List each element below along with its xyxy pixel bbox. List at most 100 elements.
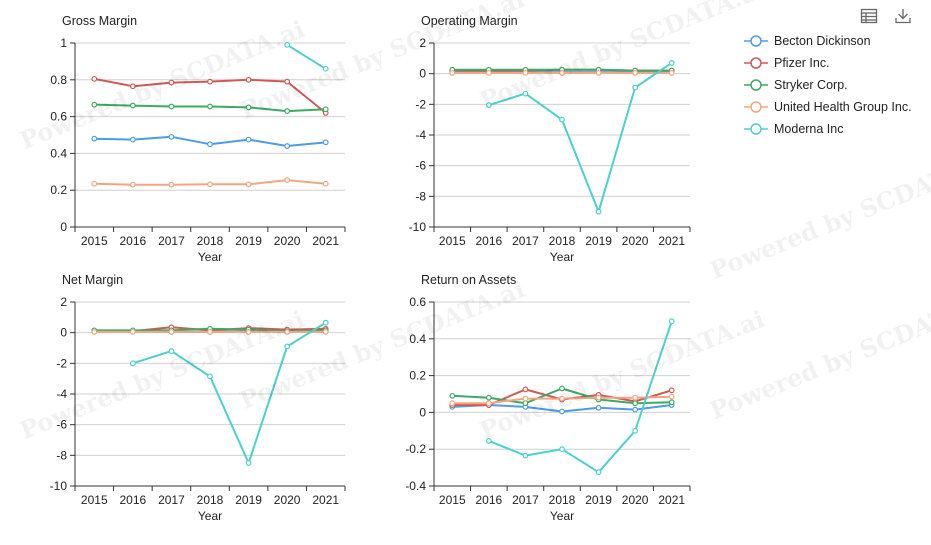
data-point xyxy=(91,180,98,187)
legend-label: Becton Dickinson xyxy=(774,34,871,48)
data-point xyxy=(245,136,252,143)
series-becton-dickinson xyxy=(91,133,329,149)
x-tick-label: 2018 xyxy=(197,493,224,507)
legend-marker xyxy=(744,79,768,91)
series-moderna-inc xyxy=(485,60,675,215)
chart-panel-return-on-assets: Return on Assets -0.4 -0.2 0 0.2 0.4 0.6 2015 20… xyxy=(405,273,691,523)
data-point xyxy=(668,387,675,394)
x-tick-label: 2017 xyxy=(512,493,539,507)
y-tick-label: 0.4 xyxy=(50,146,67,160)
data-point xyxy=(129,102,136,109)
legend-item-stryker[interactable]: Stryker Corp. xyxy=(744,74,912,96)
y-tick-label: -6 xyxy=(56,418,67,432)
x-tick-label: 2016 xyxy=(476,234,503,248)
data-point xyxy=(485,69,492,76)
download-icon[interactable] xyxy=(892,6,914,26)
data-point xyxy=(522,400,529,407)
data-point xyxy=(129,329,136,335)
legend-item-united-health[interactable]: United Health Group Inc. xyxy=(744,96,912,118)
y-tick-label: 0 xyxy=(60,326,67,340)
table-icon[interactable] xyxy=(858,6,880,26)
y-tick-label: -10 xyxy=(409,220,427,234)
y-tick-label: 0.6 xyxy=(409,295,426,309)
series-stryker-corp xyxy=(91,101,329,114)
data-point xyxy=(595,208,602,215)
data-point xyxy=(284,177,291,183)
y-tick-label: -0.4 xyxy=(405,479,426,493)
series-united-health-group-inc xyxy=(91,329,329,335)
data-point xyxy=(207,373,213,380)
data-point xyxy=(245,460,252,466)
data-point xyxy=(168,329,175,335)
toolbar xyxy=(858,6,914,26)
data-point xyxy=(322,139,329,146)
data-point xyxy=(207,141,213,148)
data-point xyxy=(129,181,136,188)
legend-label: United Health Group Inc. xyxy=(774,100,912,114)
data-point xyxy=(129,136,136,143)
y-tick-label: -6 xyxy=(415,159,426,173)
series-stryker-corp xyxy=(449,385,675,407)
data-point xyxy=(595,404,602,411)
x-axis-label: Year xyxy=(550,509,574,523)
x-tick-label: 2016 xyxy=(120,493,147,507)
y-tick-label: 0.8 xyxy=(50,73,67,87)
x-tick-label: 2018 xyxy=(549,234,576,248)
y-tick-label: 0 xyxy=(60,220,67,234)
series-moderna-inc xyxy=(485,318,675,476)
data-point xyxy=(485,394,492,401)
x-tick-label: 2019 xyxy=(585,234,612,248)
data-point xyxy=(245,76,252,83)
chart-title: Return on Assets xyxy=(421,273,516,287)
x-tick-label: 2021 xyxy=(312,493,339,507)
legend-item-becton-dickinson[interactable]: Becton Dickinson xyxy=(744,30,912,52)
data-point xyxy=(207,329,213,335)
x-tick-label: 2015 xyxy=(81,493,108,507)
x-tick-label: 2018 xyxy=(197,234,224,248)
x-tick-label: 2020 xyxy=(274,234,301,248)
y-tick-label: 0.6 xyxy=(50,110,67,124)
data-point xyxy=(284,329,291,335)
data-point xyxy=(207,78,213,85)
series-line xyxy=(132,321,327,464)
series-moderna-inc xyxy=(284,41,329,72)
series-united-health-group-inc xyxy=(449,393,675,407)
legend-item-pfizer[interactable]: Pfizer Inc. xyxy=(744,52,912,74)
data-point xyxy=(668,318,675,325)
series-united-health-group-inc xyxy=(449,69,675,76)
data-point xyxy=(485,102,492,108)
y-tick-label: -8 xyxy=(56,448,67,462)
y-tick-label: 0.4 xyxy=(409,332,426,346)
x-tick-label: 2019 xyxy=(235,493,262,507)
data-point xyxy=(668,393,675,400)
x-tick-label: 2019 xyxy=(235,234,262,248)
series-moderna-inc xyxy=(129,319,329,466)
data-point xyxy=(559,385,565,392)
x-tick-label: 2016 xyxy=(120,234,147,248)
data-point xyxy=(91,101,98,108)
y-tick-label: 2 xyxy=(60,295,67,309)
data-point xyxy=(168,181,175,188)
x-tick-label: 2020 xyxy=(622,234,649,248)
series-line xyxy=(286,43,327,70)
legend-label: Stryker Corp. xyxy=(774,78,848,92)
y-tick-label: 0.2 xyxy=(409,369,426,383)
legend-label: Pfizer Inc. xyxy=(774,56,830,70)
y-tick-label: 2 xyxy=(419,36,426,50)
series-line xyxy=(488,320,673,474)
data-point xyxy=(284,108,291,114)
data-point xyxy=(129,360,136,367)
chart-panel-gross-margin: Gross Margin 0 0.2 0.4 0.6 0.8 1 2015 2016 2017 20… xyxy=(50,14,346,264)
legend-item-moderna[interactable]: Moderna Inc xyxy=(744,118,912,140)
data-point xyxy=(91,329,98,335)
x-tick-label: 2019 xyxy=(585,493,612,507)
data-point xyxy=(668,399,675,406)
data-point xyxy=(632,84,639,91)
data-point xyxy=(449,400,456,407)
y-tick-label: 0 xyxy=(419,405,426,419)
series-pfizer-inc xyxy=(91,75,329,116)
data-point xyxy=(595,469,602,476)
legend-label: Moderna Inc xyxy=(774,122,844,136)
